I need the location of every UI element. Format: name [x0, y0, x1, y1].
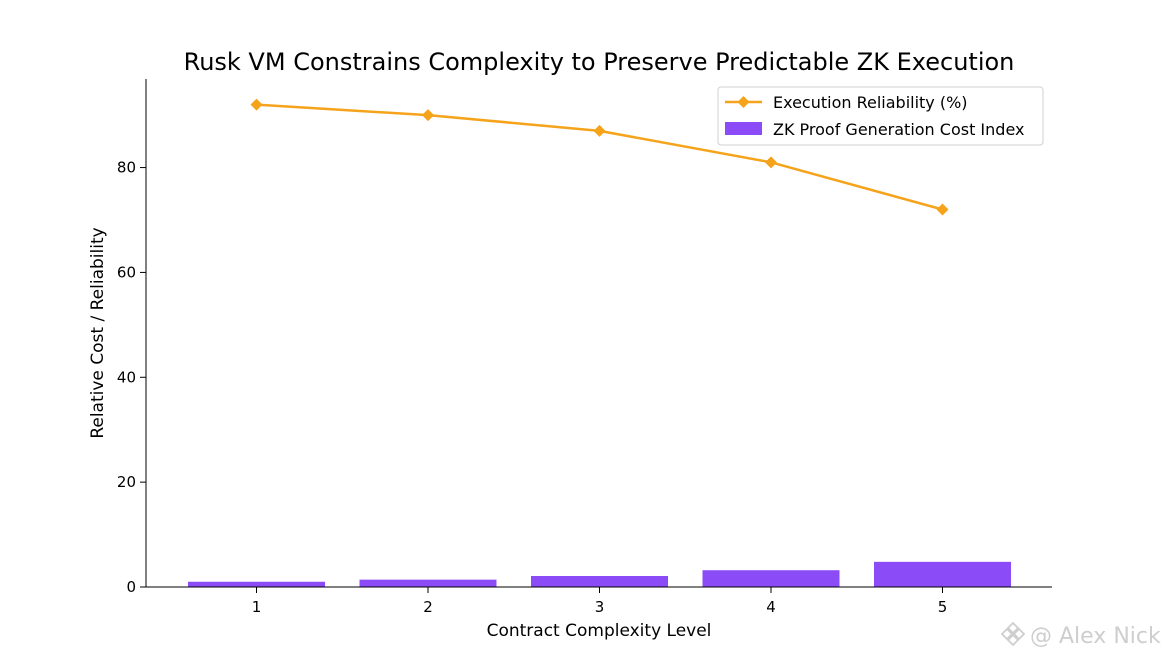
y-tick-label: 80	[117, 159, 136, 177]
x-tick-label: 5	[938, 598, 948, 616]
legend-entry-bar: ZK Proof Generation Cost Index	[773, 120, 1024, 139]
reliability-point-level-1	[250, 98, 263, 111]
legend-diamond-marker	[737, 96, 750, 108]
chart-title: Rusk VM Constrains Complexity to Preserv…	[184, 48, 1015, 76]
x-ticks: 1 2 3 4 5	[252, 587, 948, 616]
y-tick-label: 60	[117, 263, 136, 281]
x-axis-label: Contract Complexity Level	[487, 621, 712, 641]
line-layer	[250, 98, 949, 216]
watermark: @ Alex Nick	[1000, 621, 1161, 649]
y-tick-label: 40	[117, 368, 136, 386]
binance-logo-icon	[1000, 621, 1026, 647]
y-tick-label: 0	[126, 578, 136, 596]
x-tick-label: 4	[766, 598, 776, 616]
x-tick-label: 2	[423, 598, 433, 616]
bars-layer	[188, 561, 1011, 587]
y-tick-label: 20	[117, 473, 136, 491]
bar-cost-level-2	[359, 579, 497, 587]
reliability-point-level-3	[593, 124, 606, 137]
watermark-text: @ Alex Nick	[1030, 624, 1161, 649]
x-tick-label: 1	[252, 598, 262, 616]
bar-cost-level-5	[874, 561, 1011, 587]
reliability-point-level-5	[936, 203, 949, 216]
legend: Execution Reliability (%) ZK Proof Gener…	[717, 86, 1044, 146]
bar-cost-level-3	[531, 575, 668, 587]
legend-bar-swatch	[725, 122, 762, 135]
bar-cost-level-1	[188, 581, 325, 587]
y-ticks: 0 20 40 60 80	[117, 159, 146, 596]
reliability-point-level-4	[765, 156, 777, 169]
y-axis-label: Relative Cost / Reliability	[88, 227, 108, 438]
legend-frame	[717, 86, 1044, 146]
reliability-point-level-2	[422, 109, 434, 122]
legend-entry-line: Execution Reliability (%)	[773, 93, 968, 112]
x-tick-label: 3	[595, 598, 605, 616]
bar-cost-level-4	[702, 570, 840, 587]
